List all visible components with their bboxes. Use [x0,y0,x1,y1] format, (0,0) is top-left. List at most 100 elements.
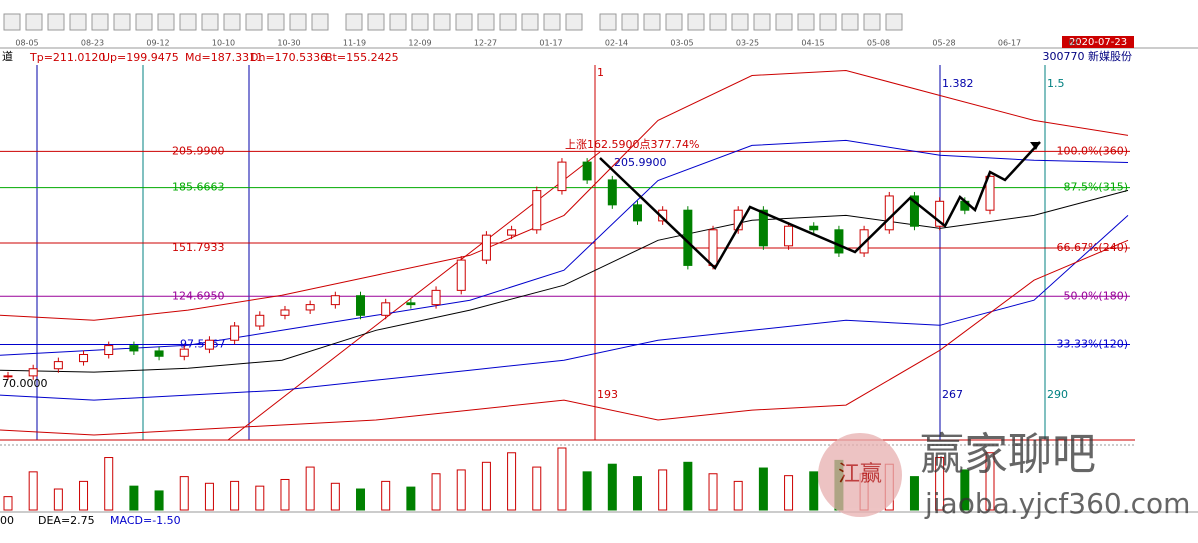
date-label: 05-08 [867,39,890,48]
toolbar-button[interactable] [201,13,219,31]
annotation: 1.382 [942,77,974,90]
toolbar-button[interactable] [311,13,329,31]
candle [582,161,592,181]
toolbar-button[interactable] [245,13,263,31]
toolbar-button[interactable] [69,13,87,31]
toolbar-button[interactable] [885,13,903,31]
toolbar-button[interactable] [543,13,561,31]
level-pct: 50.0%(180) [1063,289,1128,302]
date-label: 11-19 [343,39,366,48]
toolbar-button[interactable] [499,13,517,31]
volume-bar [3,496,13,511]
candle [230,325,240,341]
candle [884,195,894,231]
candle [330,295,340,306]
toolbar-button[interactable] [841,13,859,31]
toolbar-button[interactable] [775,13,793,31]
toolbar-button[interactable] [157,13,175,31]
indicator-value: Md=187.3311 [185,51,263,64]
toolbar-button[interactable] [687,13,705,31]
date-label: 06-17 [998,39,1021,48]
volume-bar [305,466,315,511]
toolbar-button[interactable] [433,13,451,31]
toolbar-button[interactable] [621,13,639,31]
candle [154,350,164,357]
toolbar-button[interactable] [3,13,21,31]
toolbar-button[interactable] [731,13,749,31]
toolbar-button[interactable] [267,13,285,31]
volume-bar [909,476,919,511]
annotation: 193 [597,388,618,401]
volume-bar [758,467,768,511]
volume-bar [532,466,542,511]
toolbar-button[interactable] [797,13,815,31]
volume-bar [53,488,63,511]
volume-bar [632,476,642,511]
date-label: 03-25 [736,39,759,48]
toolbar-button[interactable] [25,13,43,31]
volume-bar [255,485,265,511]
indicator-value: Up=199.9475 [102,51,179,64]
level-label: 185.6663 [172,181,225,194]
toolbar-button[interactable] [521,13,539,31]
band-line [0,139,1129,356]
toolbar-button[interactable] [113,13,131,31]
toolbar-button[interactable] [47,13,65,31]
toolbar-button[interactable] [411,13,429,31]
toolbar-button[interactable] [599,13,617,31]
date-label: 02-14 [605,39,628,48]
band-line [0,239,1129,436]
volume-bar [356,488,366,511]
toolbar-button[interactable] [863,13,881,31]
volume-bar [809,471,819,511]
candle [129,345,139,352]
macd-label: MACD=-1.50 [110,514,181,527]
arrow-head [1030,142,1040,150]
volume-bar [230,480,240,511]
band-line [0,69,1129,321]
volume-bar [582,471,592,511]
level-pct: 87.5%(315) [1063,181,1128,194]
level-label: 151.7933 [172,241,225,254]
annotation: 205.9900 [614,156,667,169]
plot: 205.9900 100.0%(360) 185.6663 87.5%(315) 151… [0,66,1130,436]
date-label: 08-23 [81,39,104,48]
date-tag-bg [1062,36,1134,48]
candle [481,234,491,261]
date-label: 08-05 [15,39,38,48]
toolbar-button[interactable] [455,13,473,31]
candle [909,195,919,227]
toolbar-button[interactable] [643,13,661,31]
toolbar-button[interactable] [753,13,771,31]
candle [104,345,114,355]
toolbar-button[interactable] [565,13,583,31]
toolbar-button[interactable] [345,13,363,31]
toolbar-button[interactable] [665,13,683,31]
annotation: 70.0000 [2,377,48,390]
indicator-name: 道 [2,49,13,63]
date-label: 07- [1068,39,1081,48]
candle [809,225,819,231]
toolbar-button[interactable] [709,13,727,31]
toolbar-button[interactable] [819,13,837,31]
candle [53,361,63,370]
toolbar-button[interactable] [389,13,407,31]
guides [0,65,1135,441]
date-label: 05-28 [932,39,955,48]
volume-bar [607,463,617,511]
toolbar-button[interactable] [135,13,153,31]
toolbar-button[interactable] [477,13,495,31]
candle [305,304,315,311]
toolbar-button[interactable] [289,13,307,31]
logo [818,433,902,517]
annotation: 上涨162.5900点377.74% [565,138,699,151]
toolbar-button[interactable] [91,13,109,31]
toolbar-button[interactable] [179,13,197,31]
indicator-value: Tp=211.0120 [29,51,105,64]
volume-bar [960,469,970,511]
volume-bar [507,452,517,511]
toolbar-button[interactable] [223,13,241,31]
volume-bar [179,476,189,511]
toolbar-button[interactable] [367,13,385,31]
candle [28,368,38,377]
